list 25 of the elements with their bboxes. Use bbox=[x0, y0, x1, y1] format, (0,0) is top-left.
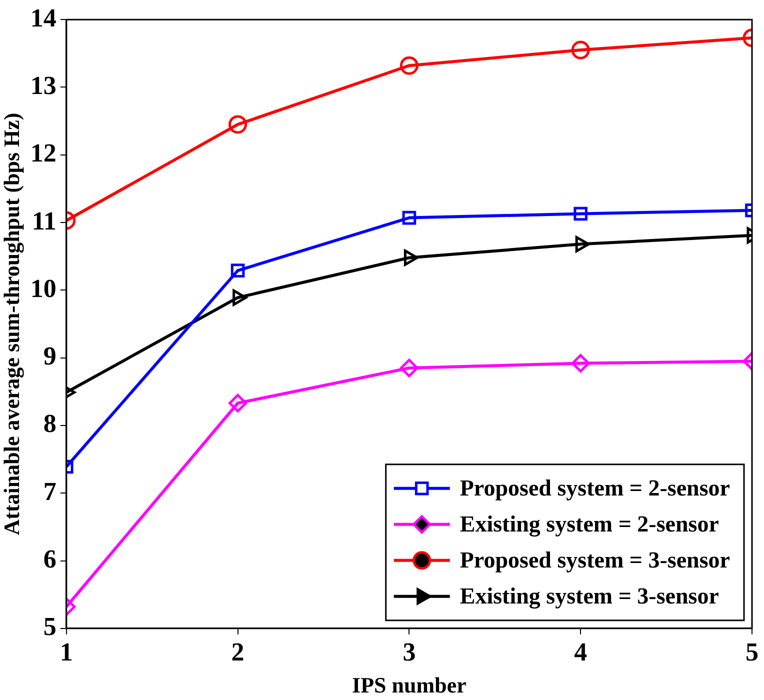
x-tick-label: 3 bbox=[402, 638, 416, 667]
x-tick-label: 1 bbox=[60, 638, 73, 667]
legend-label: Proposed system = 3-sensor bbox=[460, 547, 730, 572]
y-tick-label: 13 bbox=[30, 70, 56, 100]
y-tick-label: 5 bbox=[43, 612, 56, 642]
legend-label: Proposed system = 2-sensor bbox=[460, 475, 730, 500]
legend-label: Existing system = 3-sensor bbox=[460, 583, 719, 610]
x-tick-label: 2 bbox=[231, 638, 244, 667]
point bbox=[400, 358, 418, 378]
y-tick-label: 10 bbox=[30, 274, 56, 303]
y-tick-label: 8 bbox=[43, 409, 56, 438]
x-axis-title: IPS number bbox=[352, 672, 467, 698]
y-axis-title: Attainable average sum-throughput (bps Hz) bbox=[0, 112, 24, 536]
y-tick-label: 7 bbox=[43, 476, 56, 506]
y-tick-label: 9 bbox=[43, 342, 56, 371]
point bbox=[232, 289, 248, 306]
x-tick-label: 5 bbox=[746, 638, 758, 667]
y-tick-label: 11 bbox=[32, 206, 56, 236]
point bbox=[400, 56, 418, 75]
y-tick-label: 14 bbox=[30, 3, 56, 32]
y-tick-label: 6 bbox=[43, 544, 56, 574]
x-tick-label: 4 bbox=[574, 638, 588, 667]
y-tick-label: 12 bbox=[30, 138, 56, 168]
point bbox=[402, 210, 416, 225]
legend-label: Existing system = 2-sensor bbox=[460, 511, 719, 538]
